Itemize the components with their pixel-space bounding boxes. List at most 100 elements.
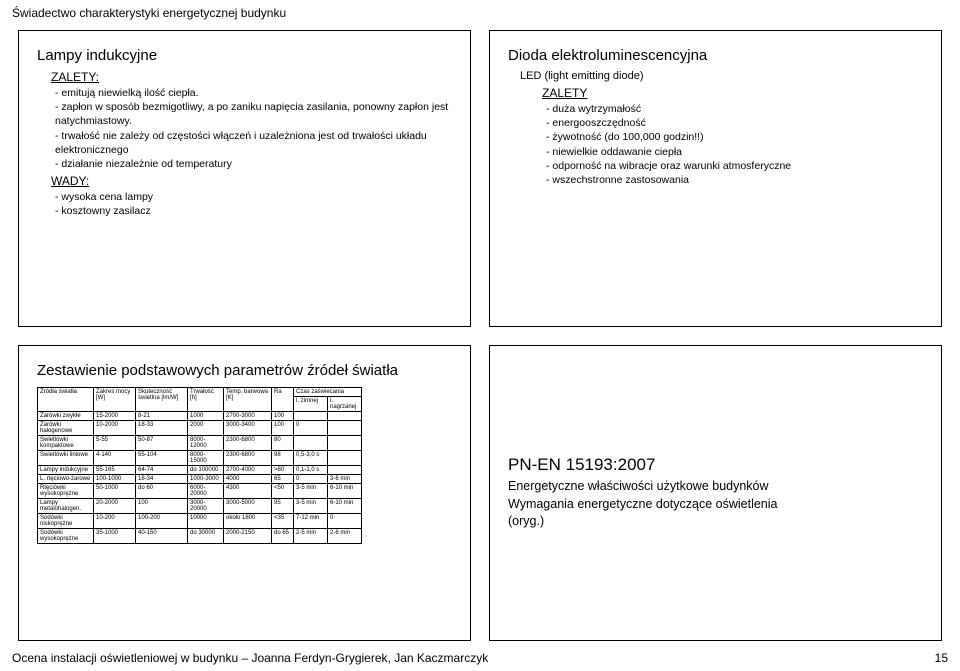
table-cell: 3-5 min bbox=[294, 498, 328, 513]
standard-line: Wymagania energetyczne dotyczące oświetl… bbox=[508, 496, 923, 514]
panel-zestawienie-tabela: Zestawienie podstawowych parametrów źród… bbox=[18, 345, 471, 642]
table-cell: 8000-15000 bbox=[188, 450, 224, 465]
table-cell: 18-33 bbox=[136, 420, 188, 435]
table-cell: 98 bbox=[272, 450, 294, 465]
table-cell: 16-34 bbox=[136, 474, 188, 483]
table-cell: Świetlówki kompaktowe bbox=[38, 435, 94, 450]
table-cell: około 1800 bbox=[224, 513, 272, 528]
list-item: wszechstronne zastosowania bbox=[546, 173, 923, 187]
table-cell: Żarówki halogenowe bbox=[38, 420, 94, 435]
q2-title: Dioda elektroluminescencyjna bbox=[508, 47, 923, 64]
table-header-row: Źródła światła Zakres mocy [W] Skuteczno… bbox=[38, 387, 362, 396]
standard-line: Energetyczne właściwości użytkowe budynk… bbox=[508, 478, 923, 496]
table-cell bbox=[328, 411, 362, 420]
q1-wady-list: wysoka cena lampy kosztowny zasilacz bbox=[55, 190, 452, 218]
table-cell: 0 bbox=[294, 420, 328, 435]
table-cell: Świetlówki liniowe bbox=[38, 450, 94, 465]
table-cell bbox=[328, 450, 362, 465]
col-header: Zakres mocy [W] bbox=[94, 387, 136, 411]
table-cell: <35 bbox=[272, 513, 294, 528]
table-cell: 1000-3000 bbox=[188, 474, 224, 483]
list-item: emitują niewielką ilość ciepła. bbox=[55, 86, 452, 100]
col-header: Temp. barwowa [K] bbox=[224, 387, 272, 411]
table-cell: 20-2000 bbox=[94, 498, 136, 513]
list-item: duża wytrzymałość bbox=[546, 102, 923, 116]
table-cell: Lampy metalohalogen. bbox=[38, 498, 94, 513]
parameters-table: Źródła światła Zakres mocy [W] Skuteczno… bbox=[37, 387, 362, 544]
table-cell: 2-6 min bbox=[328, 528, 362, 543]
table-cell bbox=[294, 435, 328, 450]
table-cell: 2-5 min bbox=[294, 528, 328, 543]
q1-wady-heading: WADY: bbox=[51, 174, 452, 188]
table-cell: 2300-6800 bbox=[224, 450, 272, 465]
col-header: Źródła światła bbox=[38, 387, 94, 411]
table-row: Lampy indukcyjne55-16564-74do 1000002700… bbox=[38, 465, 362, 474]
table-cell: 6-10 min bbox=[328, 498, 362, 513]
page-footer: Ocena instalacji oświetleniowej w budynk… bbox=[12, 651, 948, 665]
table-cell: Żarówki zwykłe bbox=[38, 411, 94, 420]
table-cell: 1000 bbox=[188, 411, 224, 420]
list-item: żywotność (do 100,000 godzin!!) bbox=[546, 130, 923, 144]
standard-line: (oryg.) bbox=[508, 513, 923, 531]
table-row: L. rtęciowo-żarowe100-100016-341000-3000… bbox=[38, 474, 362, 483]
table-cell: 50-87 bbox=[136, 435, 188, 450]
table-cell: 100 bbox=[272, 420, 294, 435]
table-cell: do 60 bbox=[136, 483, 188, 498]
table-row: Sodówki wysokoprężne35-100040-150do 3000… bbox=[38, 528, 362, 543]
list-item: zapłon w sposób bezmigotliwy, a po zanik… bbox=[55, 100, 452, 128]
table-cell: 100 bbox=[136, 498, 188, 513]
footer-left: Ocena instalacji oświetleniowej w budynk… bbox=[12, 651, 488, 665]
table-cell: do 100000 bbox=[188, 465, 224, 474]
table-cell: 3-5 min bbox=[294, 483, 328, 498]
q2-zalety-list: duża wytrzymałość energooszczędność żywo… bbox=[546, 102, 923, 187]
table-row: Sodówki niskoprężne10-200100-20010000oko… bbox=[38, 513, 362, 528]
table-cell: Lampy indukcyjne bbox=[38, 465, 94, 474]
list-item: niewielkie oddawanie ciepła bbox=[546, 145, 923, 159]
quad-grid: Lampy indukcyjne ZALETY: emitują niewiel… bbox=[18, 30, 942, 641]
table-cell: 55-165 bbox=[94, 465, 136, 474]
table-cell: Sodówki niskoprężne bbox=[38, 513, 94, 528]
col-header-span: Czas zaświecania bbox=[294, 387, 362, 396]
table-cell: 3-6 min bbox=[328, 474, 362, 483]
panel-lampy-indukcyjne: Lampy indukcyjne ZALETY: emitują niewiel… bbox=[18, 30, 471, 327]
table-cell: 4300 bbox=[224, 483, 272, 498]
table-cell: 5-55 bbox=[94, 435, 136, 450]
standard-title: PN-EN 15193:2007 bbox=[508, 455, 923, 475]
table-cell bbox=[328, 465, 362, 474]
q1-title: Lampy indukcyjne bbox=[37, 47, 452, 64]
table-cell: 3000-20000 bbox=[188, 498, 224, 513]
table-cell: <50 bbox=[272, 483, 294, 498]
table-row: Żarówki halogenowe10-200018-3320003000-3… bbox=[38, 420, 362, 435]
q2-zalety-heading: ZALETY bbox=[542, 86, 923, 100]
table-cell bbox=[294, 411, 328, 420]
panel-dioda-led: Dioda elektroluminescencyjna LED (light … bbox=[489, 30, 942, 327]
q1-zalety-list: emitują niewielką ilość ciepła. zapłon w… bbox=[55, 86, 452, 171]
table-cell: 3000-5000 bbox=[224, 498, 272, 513]
col-header: Ra bbox=[272, 387, 294, 411]
table-cell: 4000 bbox=[224, 474, 272, 483]
table-cell: 10000 bbox=[188, 513, 224, 528]
table-cell: 65 bbox=[272, 474, 294, 483]
list-item: kosztowny zasilacz bbox=[55, 204, 452, 218]
panel-standard: PN-EN 15193:2007 Energetyczne właściwośc… bbox=[489, 345, 942, 642]
page-header: Świadectwo charakterystyki energetycznej… bbox=[12, 6, 286, 20]
table-cell: 64-74 bbox=[136, 465, 188, 474]
table-cell: 4-140 bbox=[94, 450, 136, 465]
table-cell: 95 bbox=[272, 498, 294, 513]
table-cell: 2700-3000 bbox=[224, 411, 272, 420]
col-header: l. nagrzanej bbox=[328, 396, 362, 411]
table-cell: 2000-2150 bbox=[224, 528, 272, 543]
table-cell: 0 bbox=[328, 513, 362, 528]
table-cell: 8-21 bbox=[136, 411, 188, 420]
table-cell: 80 bbox=[272, 435, 294, 450]
table-cell: 3000-3400 bbox=[224, 420, 272, 435]
table-cell: 55-104 bbox=[136, 450, 188, 465]
table-cell bbox=[328, 435, 362, 450]
table-row: Świetlówki liniowe4-14055-1048000-150002… bbox=[38, 450, 362, 465]
table-cell: 10-2000 bbox=[94, 420, 136, 435]
footer-page-number: 15 bbox=[935, 651, 948, 665]
table-cell bbox=[328, 420, 362, 435]
table-cell: 35-1000 bbox=[94, 528, 136, 543]
table-cell: 100-200 bbox=[136, 513, 188, 528]
table-row: Świetlówki kompaktowe5-5550-878000-12000… bbox=[38, 435, 362, 450]
